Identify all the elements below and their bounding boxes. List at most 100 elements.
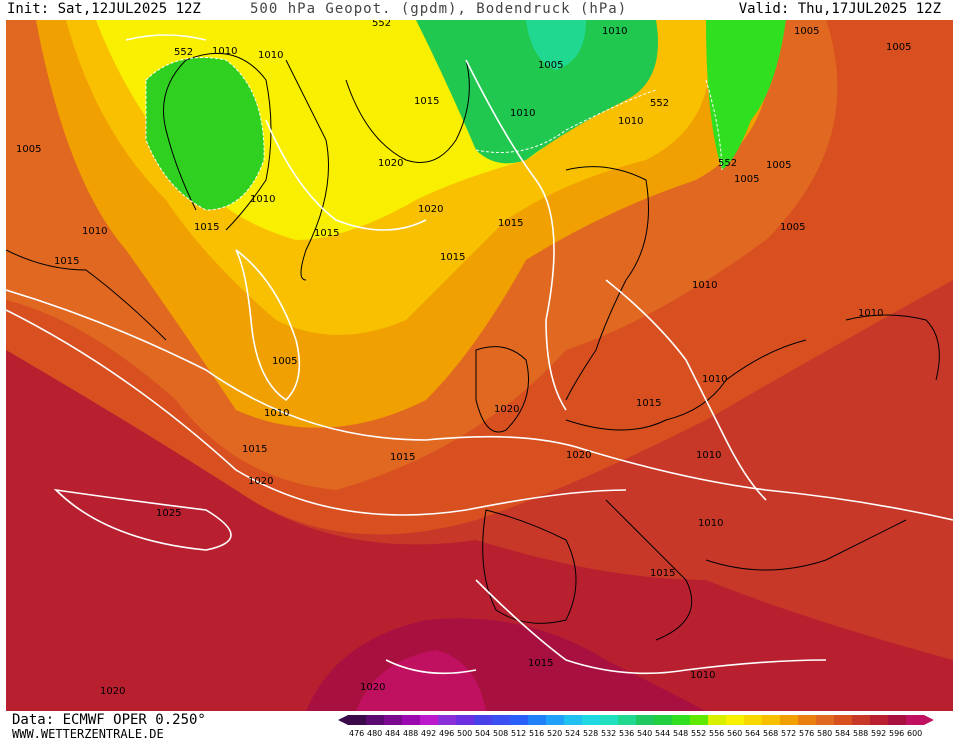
isobar-label: 1015: [528, 658, 553, 669]
coastlines: [6, 52, 940, 641]
scale-swatch: [690, 715, 708, 725]
isobar-label: 1020: [566, 450, 591, 461]
isobar-label: 1015: [498, 218, 523, 229]
geopotential-label: 552: [650, 98, 669, 109]
scale-label: 588: [853, 729, 868, 738]
scale-label: 572: [781, 729, 796, 738]
isobar-label: 1020: [360, 682, 385, 693]
isobar-label: 1015: [650, 568, 675, 579]
scale-swatch: [798, 715, 816, 725]
isobar-label: 1005: [272, 356, 297, 367]
chart-header: Init: Sat,12JUL2025 12Z 500 hPa Geopot. …: [0, 0, 959, 20]
isobar-label: 1010: [258, 50, 283, 61]
scale-label: 504: [475, 729, 490, 738]
isobar-label: 1005: [16, 144, 41, 155]
scale-swatch: [384, 715, 402, 725]
init-time: Init: Sat,12JUL2025 12Z: [7, 1, 201, 17]
isobar-label: 1010: [698, 518, 723, 529]
isobar-label: 1010: [618, 116, 643, 127]
map-title: 500 hPa Geopot. (gpdm), Bodendruck (hPa): [250, 1, 628, 17]
geopotential-label: 552: [718, 158, 737, 169]
scale-label: 568: [763, 729, 778, 738]
scale-swatch: [906, 715, 924, 725]
field-pink-core: [356, 650, 486, 711]
scale-label: 576: [799, 729, 814, 738]
scale-label: 520: [547, 729, 562, 738]
isobar-label: 1010: [858, 308, 883, 319]
trough-north: [416, 20, 658, 164]
isobar-label: 1010: [702, 374, 727, 385]
scale-label: 528: [583, 729, 598, 738]
isobar-label: 1010: [696, 450, 721, 461]
scale-swatch: [672, 715, 690, 725]
valid-time: Valid: Thu,17JUL2025 12Z: [738, 1, 941, 17]
scale-label: 600: [907, 729, 922, 738]
scale-label: 560: [727, 729, 742, 738]
geopotential-label: 552: [174, 47, 193, 58]
scale-label: 496: [439, 729, 454, 738]
scale-swatch: [852, 715, 870, 725]
scale-swatch: [492, 715, 510, 725]
isobar-label: 1010: [692, 280, 717, 291]
scale-arrow-right: [924, 715, 934, 725]
isobar-label: 1020: [378, 158, 403, 169]
isobar-label: 1010: [212, 46, 237, 57]
website: WWW.WETTERZENTRALE.DE: [12, 727, 164, 741]
isobar-label: 1005: [794, 26, 819, 37]
isobar-label: 1025: [156, 508, 181, 519]
isobar-label: 1015: [636, 398, 661, 409]
isobar-label: 1010: [250, 194, 275, 205]
scale-label: 544: [655, 729, 670, 738]
trough-north-core: [526, 20, 586, 70]
scale-swatch: [780, 715, 798, 725]
scale-swatch: [654, 715, 672, 725]
isobar-label: 1015: [54, 256, 79, 267]
isobar-label: 1015: [194, 222, 219, 233]
scale-swatch: [528, 715, 546, 725]
isobar-label: 1010: [510, 108, 535, 119]
scale-swatch: [510, 715, 528, 725]
scale-label: 556: [709, 729, 724, 738]
scale-swatch: [564, 715, 582, 725]
isobar-label: 1005: [780, 222, 805, 233]
isobar-label: 1015: [242, 444, 267, 455]
scale-swatch: [726, 715, 744, 725]
scale-swatch: [438, 715, 456, 725]
scale-label: 584: [835, 729, 850, 738]
scale-swatch: [402, 715, 420, 725]
color-scale: 476 480 484 488 492 496 500 504 508 512 516 520 524 5…: [338, 715, 934, 738]
isobar-label: 1005: [766, 160, 791, 171]
weather-map: 552 552 552 552 1010 1010 1005 1010 1010…: [6, 20, 953, 711]
scale-swatch: [366, 715, 384, 725]
isobar-label: 1015: [440, 252, 465, 263]
geopotential-label: 552: [372, 20, 391, 29]
isobars: [6, 34, 953, 675]
scale-swatch: [636, 715, 654, 725]
isobar-label: 1010: [264, 408, 289, 419]
scale-label: 512: [511, 729, 526, 738]
scale-label: 592: [871, 729, 886, 738]
isobar-label: 1015: [414, 96, 439, 107]
scale-label: 500: [457, 729, 472, 738]
scale-label: 508: [493, 729, 508, 738]
isobar-label: 1015: [390, 452, 415, 463]
scale-swatch: [744, 715, 762, 725]
isobar-label: 1010: [602, 26, 627, 37]
scale-label: 536: [619, 729, 634, 738]
scale-label: 524: [565, 729, 580, 738]
scale-label: 552: [691, 729, 706, 738]
trough-scandinavia: [706, 20, 786, 170]
chart-footer: Data: ECMWF OPER 0.250° WWW.WETTERZENTRA…: [0, 711, 959, 741]
scale-swatch: [762, 715, 780, 725]
scale-swatch: [582, 715, 600, 725]
isobar-label: 1020: [248, 476, 273, 487]
scale-swatch: [456, 715, 474, 725]
scale-label: 580: [817, 729, 832, 738]
scale-swatch: [618, 715, 636, 725]
isobar-label: 1005: [538, 60, 563, 71]
scale-label: 476: [349, 729, 364, 738]
scale-label: 488: [403, 729, 418, 738]
scale-swatch: [600, 715, 618, 725]
scale-swatch: [546, 715, 564, 725]
trough-greenland: [146, 57, 265, 210]
